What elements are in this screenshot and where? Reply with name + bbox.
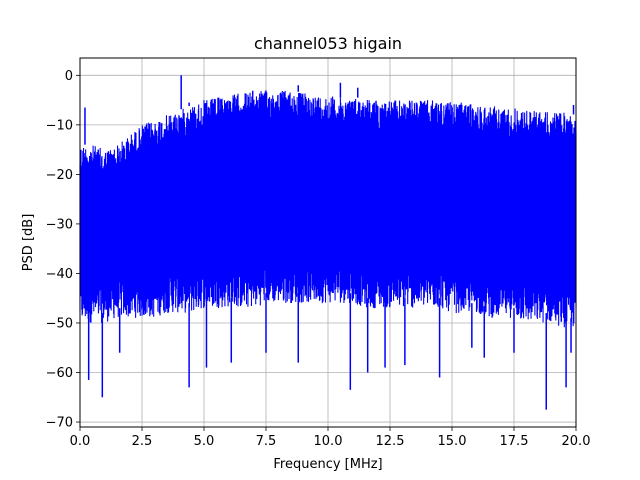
y-tick-label: 0 <box>65 69 73 84</box>
y-tick-label: −50 <box>46 316 73 331</box>
x-axis-label: Frequency [MHz] <box>273 457 382 472</box>
x-tick-label: 15.0 <box>438 434 467 449</box>
y-tick-label: −70 <box>46 416 73 431</box>
x-ticks: 0.0 2.5 5.0 7.5 10.0 12.5 15.0 17.5 20.0 <box>70 427 591 449</box>
y-tick-label: −30 <box>46 217 73 232</box>
y-tick-label: −60 <box>46 366 73 381</box>
y-tick-label: −20 <box>46 168 73 183</box>
x-tick-label: 5.0 <box>194 434 215 449</box>
plot-series <box>79 75 577 410</box>
x-tick-label: 0.0 <box>70 434 91 449</box>
x-tick-label: 10.0 <box>314 434 343 449</box>
y-tick-label: −10 <box>46 118 73 133</box>
chart-title: channel053 higain <box>254 34 402 53</box>
y-ticks: 0 −10 −20 −30 −40 −50 −60 −70 <box>46 69 80 431</box>
x-tick-label: 20.0 <box>562 434 591 449</box>
x-tick-label: 7.5 <box>256 434 277 449</box>
x-tick-label: 17.5 <box>500 434 529 449</box>
x-tick-label: 2.5 <box>132 434 153 449</box>
y-tick-label: −40 <box>46 267 73 282</box>
x-tick-label: 12.5 <box>376 434 405 449</box>
y-axis-label: PSD [dB] <box>21 214 36 272</box>
psd-series-line <box>79 90 577 328</box>
